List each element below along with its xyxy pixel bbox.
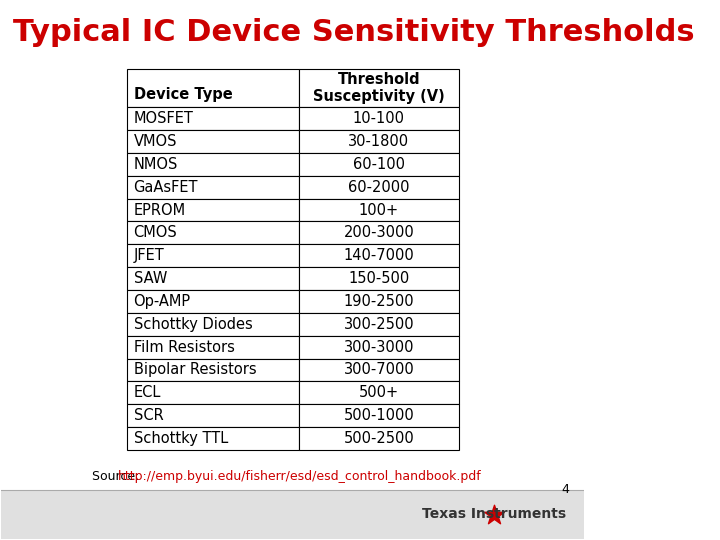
Bar xyxy=(300,176,459,199)
Bar xyxy=(300,359,459,381)
Text: Schottky Diodes: Schottky Diodes xyxy=(134,317,252,332)
Text: NMOS: NMOS xyxy=(134,157,178,172)
Bar xyxy=(300,244,459,267)
Bar xyxy=(300,381,459,404)
Text: 500-2500: 500-2500 xyxy=(343,431,414,446)
Text: Bipolar Resistors: Bipolar Resistors xyxy=(134,362,256,377)
Text: 300-2500: 300-2500 xyxy=(343,317,414,332)
Text: VMOS: VMOS xyxy=(134,134,177,149)
Bar xyxy=(127,336,300,359)
Text: Device Type: Device Type xyxy=(134,87,233,102)
Text: 10-100: 10-100 xyxy=(353,111,405,126)
Text: Film Resistors: Film Resistors xyxy=(134,340,235,355)
Bar xyxy=(127,176,300,199)
Bar xyxy=(127,359,300,381)
Text: 190-2500: 190-2500 xyxy=(343,294,414,309)
Text: SAW: SAW xyxy=(134,271,167,286)
Text: GaAsFET: GaAsFET xyxy=(134,180,198,195)
Bar xyxy=(127,69,300,107)
Bar xyxy=(127,221,300,244)
Bar xyxy=(300,290,459,313)
Bar xyxy=(127,427,300,450)
Bar xyxy=(127,404,300,427)
Text: JFET: JFET xyxy=(134,248,164,263)
Bar xyxy=(300,130,459,153)
Bar xyxy=(300,199,459,221)
Text: 100+: 100+ xyxy=(359,202,399,218)
Text: EPROM: EPROM xyxy=(134,202,186,218)
Text: 30-1800: 30-1800 xyxy=(348,134,410,149)
Text: Texas Instruments: Texas Instruments xyxy=(422,508,567,522)
Bar xyxy=(300,404,459,427)
Bar xyxy=(300,427,459,450)
Bar xyxy=(300,267,459,290)
Bar xyxy=(127,153,300,176)
Bar xyxy=(1,490,584,538)
Text: 60-2000: 60-2000 xyxy=(348,180,410,195)
Text: 150-500: 150-500 xyxy=(348,271,410,286)
Text: 300-3000: 300-3000 xyxy=(343,340,414,355)
Bar xyxy=(300,69,459,107)
Text: 4: 4 xyxy=(562,483,570,496)
Bar xyxy=(300,107,459,130)
Text: 500-1000: 500-1000 xyxy=(343,408,414,423)
Bar xyxy=(127,130,300,153)
Bar xyxy=(127,313,300,336)
Text: 200-3000: 200-3000 xyxy=(343,225,414,240)
Bar xyxy=(127,244,300,267)
Text: 60-100: 60-100 xyxy=(353,157,405,172)
Bar xyxy=(127,199,300,221)
Text: Op-AMP: Op-AMP xyxy=(134,294,191,309)
Text: http://emp.byui.edu/fisherr/esd/esd_control_handbook.pdf: http://emp.byui.edu/fisherr/esd/esd_cont… xyxy=(118,470,482,483)
Bar xyxy=(300,221,459,244)
Bar xyxy=(127,267,300,290)
Text: CMOS: CMOS xyxy=(134,225,177,240)
Bar xyxy=(127,381,300,404)
Text: Susceptivity (V): Susceptivity (V) xyxy=(313,89,445,104)
Text: ECL: ECL xyxy=(134,386,161,400)
Text: Threshold: Threshold xyxy=(338,72,420,87)
Text: Source:: Source: xyxy=(91,470,143,483)
Bar xyxy=(300,153,459,176)
Text: 140-7000: 140-7000 xyxy=(343,248,414,263)
Text: 300-7000: 300-7000 xyxy=(343,362,414,377)
Text: Typical IC Device Sensitivity Thresholds: Typical IC Device Sensitivity Thresholds xyxy=(13,17,695,46)
Text: Schottky TTL: Schottky TTL xyxy=(134,431,228,446)
Text: SCR: SCR xyxy=(134,408,163,423)
Bar xyxy=(300,313,459,336)
Bar xyxy=(127,290,300,313)
Bar xyxy=(127,107,300,130)
Text: MOSFET: MOSFET xyxy=(134,111,194,126)
Bar xyxy=(300,336,459,359)
Text: 500+: 500+ xyxy=(359,386,399,400)
